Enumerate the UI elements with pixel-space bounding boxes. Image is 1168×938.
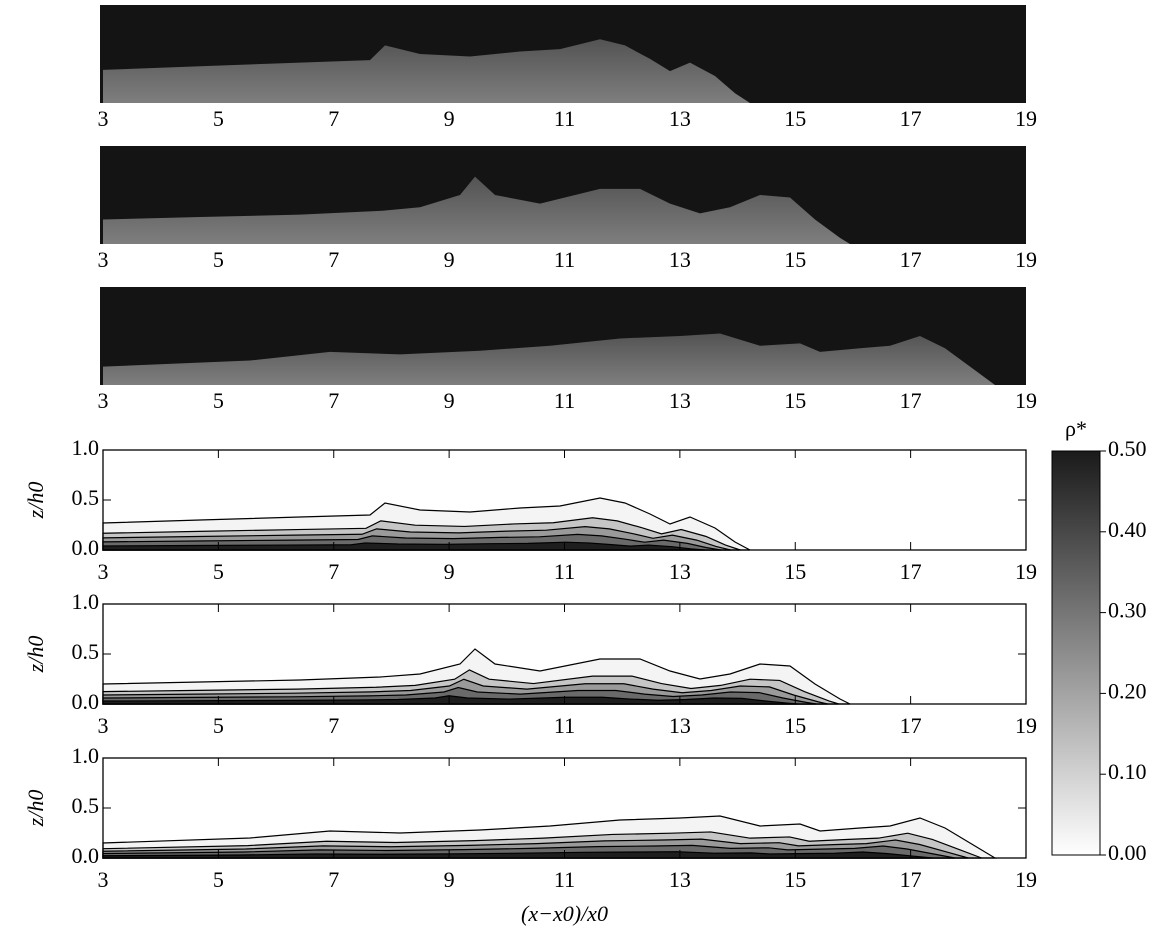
x-tick-label: 9 [444, 388, 455, 413]
y-tick-label: 0.5 [72, 485, 100, 510]
x-tick-label: 19 [1015, 713, 1037, 738]
x-tick-label: 3 [98, 713, 109, 738]
x-tick-label: 3 [98, 559, 109, 584]
x-tick-label: 11 [554, 867, 575, 892]
x-tick-label: 7 [328, 388, 339, 413]
x-tick-label: 19 [1015, 106, 1037, 131]
x-tick-label: 17 [900, 388, 922, 413]
x-tick-label: 5 [213, 713, 224, 738]
colorbar [1051, 450, 1101, 856]
x-tick-label: 7 [328, 867, 339, 892]
x-tick-label: 3 [98, 867, 109, 892]
x-tick-label: 9 [444, 247, 455, 272]
y-tick-label: 1.0 [72, 743, 100, 768]
x-tick-label: 15 [784, 867, 806, 892]
colorbar-title: ρ* [1065, 416, 1087, 441]
photo-plume [103, 176, 850, 244]
x-tick-label: 11 [554, 559, 575, 584]
y-tick-label: 0.5 [72, 793, 100, 818]
x-tick-label: 7 [328, 559, 339, 584]
contour-level [102, 851, 933, 859]
x-tick-label: 9 [444, 106, 455, 131]
x-tick-label: 17 [900, 106, 922, 131]
x-tick-label: 17 [900, 713, 922, 738]
x-tick-label: 15 [784, 247, 806, 272]
x-tick-label: 5 [213, 106, 224, 131]
x-tick-label: 11 [554, 247, 575, 272]
x-tick-label: 3 [98, 388, 109, 413]
colorbar-tick-label: 0.50 [1108, 436, 1147, 461]
photo-plume [103, 333, 995, 385]
x-tick-label: 19 [1015, 867, 1037, 892]
x-tick-label: 19 [1015, 388, 1037, 413]
x-tick-label: 7 [328, 713, 339, 738]
colorbar-tick-label: 0.40 [1108, 517, 1147, 542]
x-tick-label: 17 [900, 247, 922, 272]
colorbar-tick-label: 0.30 [1108, 598, 1147, 623]
y-tick-label: 1.0 [72, 435, 100, 460]
x-tick-label: 7 [328, 247, 339, 272]
colorbar-tick-label: 0.00 [1108, 840, 1147, 865]
x-tick-label: 3 [98, 106, 109, 131]
x-axis-label: (x−x0)/x0 [521, 901, 608, 926]
x-tick-label: 9 [444, 867, 455, 892]
photo-plume [103, 39, 750, 103]
x-tick-label: 5 [213, 247, 224, 272]
x-tick-label: 19 [1015, 247, 1037, 272]
x-tick-label: 9 [444, 559, 455, 584]
x-tick-label: 11 [554, 713, 575, 738]
colorbar-tick-label: 0.20 [1108, 678, 1147, 703]
x-tick-label: 13 [669, 247, 691, 272]
x-tick-label: 11 [554, 106, 575, 131]
x-tick-label: 13 [669, 867, 691, 892]
x-tick-label: 15 [784, 106, 806, 131]
y-tick-label: 0.0 [72, 843, 100, 868]
x-tick-label: 15 [784, 713, 806, 738]
x-tick-label: 15 [784, 559, 806, 584]
x-tick-label: 13 [669, 106, 691, 131]
x-tick-label: 17 [900, 867, 922, 892]
x-tick-label: 5 [213, 388, 224, 413]
x-tick-label: 5 [213, 867, 224, 892]
x-tick-label: 5 [213, 559, 224, 584]
x-tick-label: 3 [98, 247, 109, 272]
y-tick-label: 0.0 [72, 535, 100, 560]
x-tick-label: 13 [669, 713, 691, 738]
x-tick-label: 17 [900, 559, 922, 584]
y-axis-label: z/h0 [23, 790, 48, 828]
x-tick-label: 11 [554, 388, 575, 413]
y-tick-label: 1.0 [72, 589, 100, 614]
x-tick-label: 9 [444, 713, 455, 738]
x-tick-label: 13 [669, 388, 691, 413]
y-tick-label: 0.0 [72, 689, 100, 714]
y-tick-label: 0.5 [72, 639, 100, 664]
contour-level [102, 695, 798, 705]
y-axis-label: z/h0 [23, 482, 48, 520]
contour-level [102, 541, 705, 551]
x-tick-label: 15 [784, 388, 806, 413]
x-tick-label: 7 [328, 106, 339, 131]
colorbar-tick-label: 0.10 [1108, 759, 1147, 784]
x-tick-label: 13 [669, 559, 691, 584]
x-tick-label: 19 [1015, 559, 1037, 584]
y-axis-label: z/h0 [23, 636, 48, 674]
